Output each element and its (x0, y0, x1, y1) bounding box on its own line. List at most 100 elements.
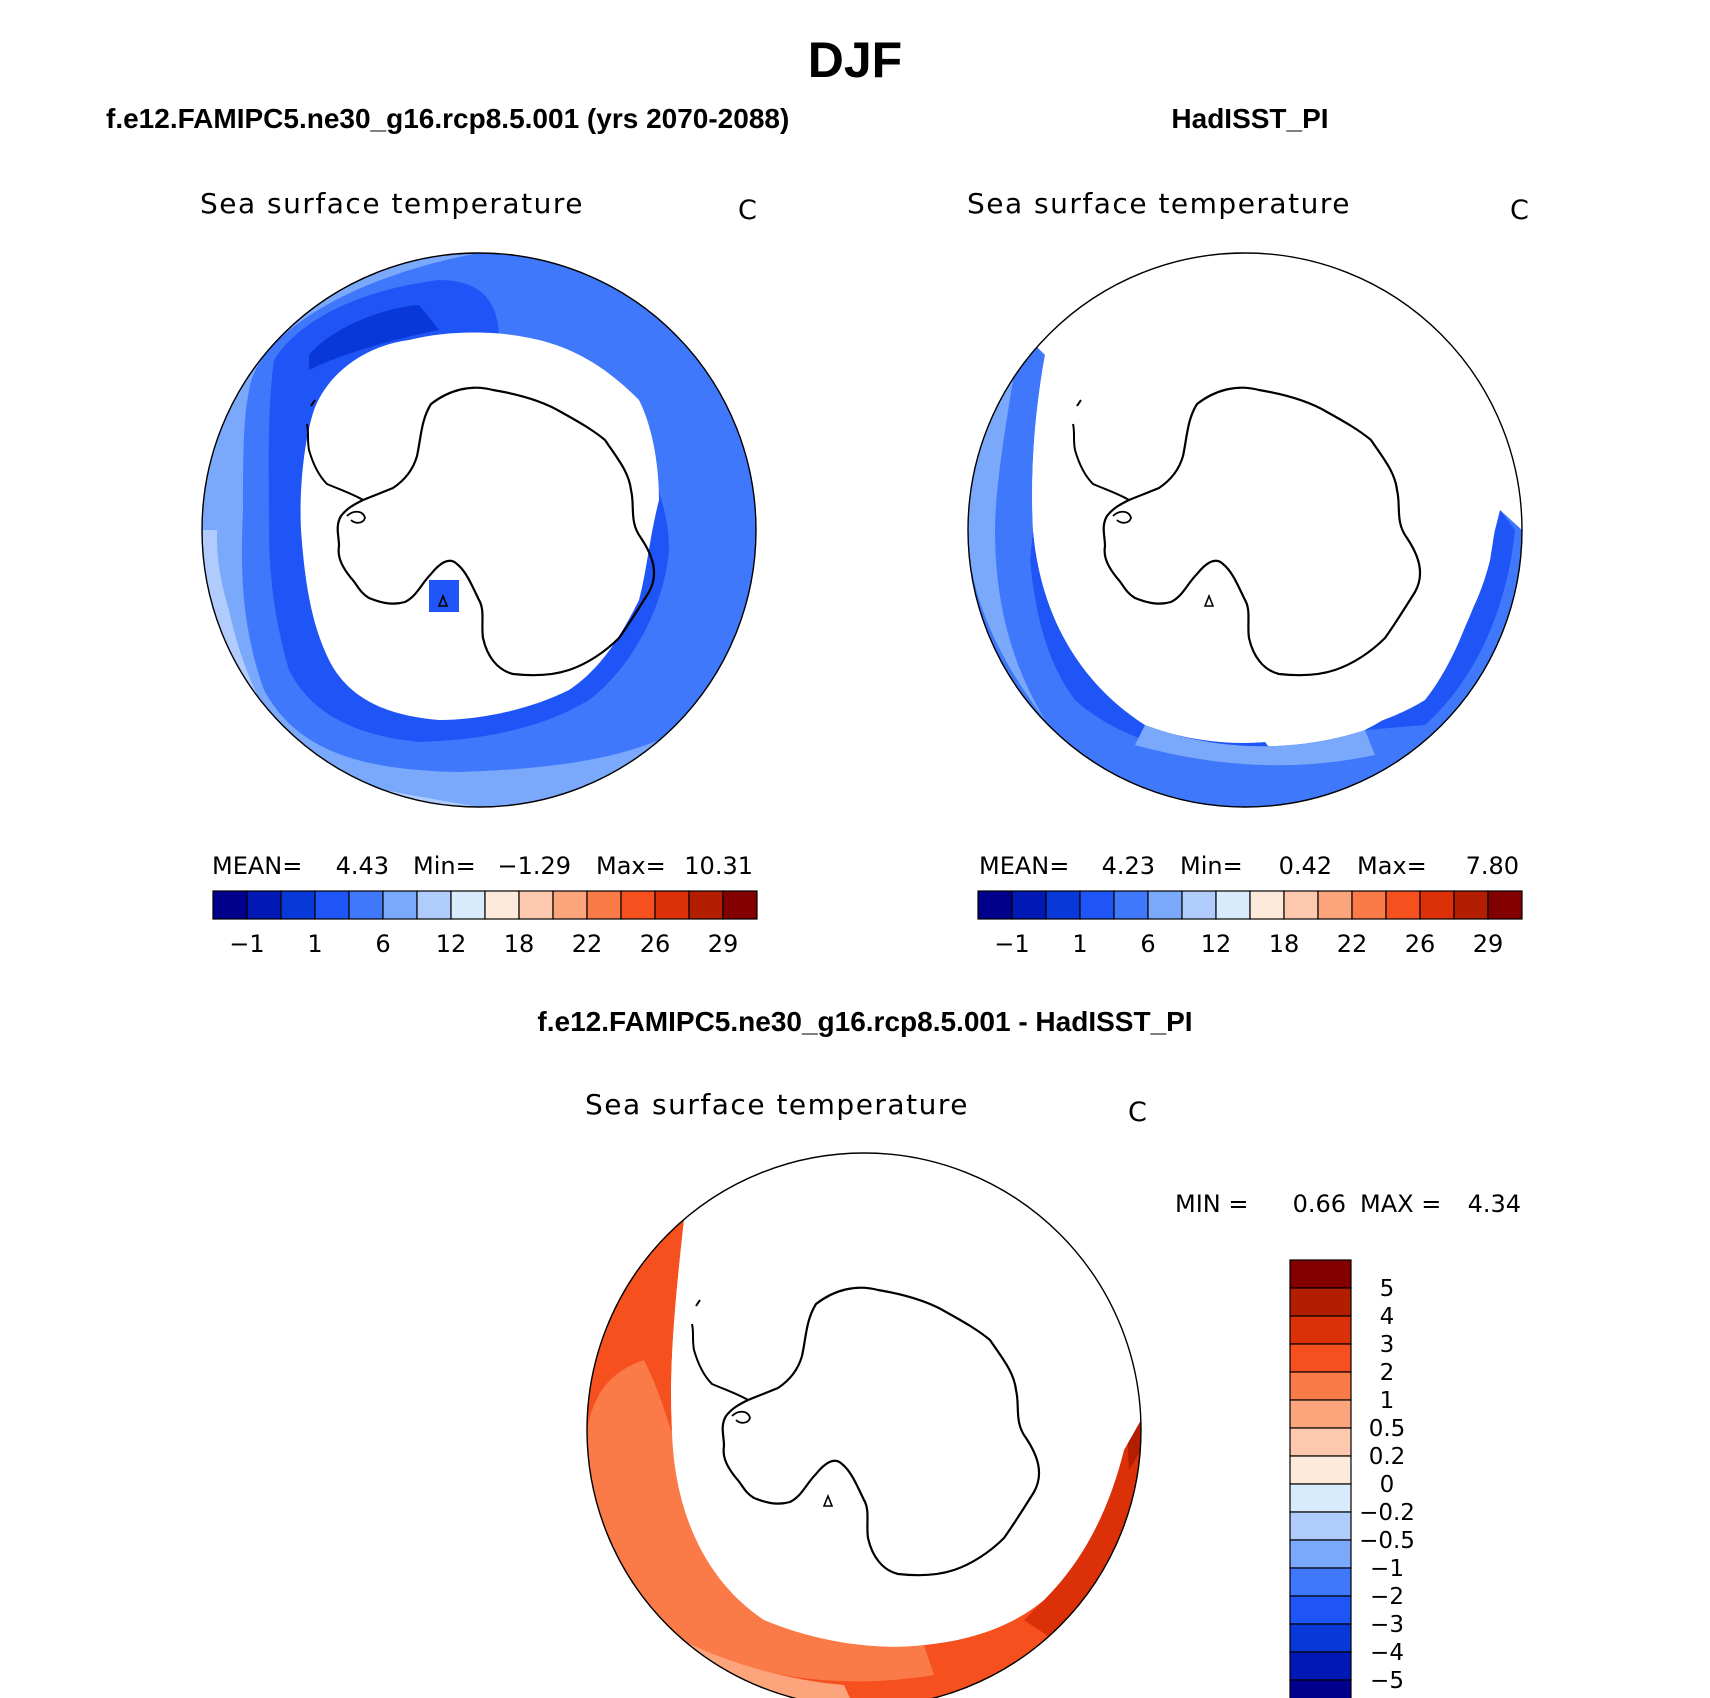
colorbar-tick-label: −1 (1370, 1556, 1404, 1582)
colorbar-swatch (1419, 890, 1455, 920)
panel-model: f.e12.FAMIPC5.ne30_g16.rcp8.5.001 (yrs 2… (106, 103, 789, 958)
sst-band-neg1-east (1365, 510, 1515, 730)
colorbar-swatch (416, 890, 452, 920)
units-label: C (1510, 195, 1529, 226)
stat-max-label: Max= (1357, 852, 1427, 880)
colorbar-tick-label: 1 (1380, 1388, 1395, 1414)
ross-sea-cell (429, 580, 459, 612)
colorbar-swatch (212, 890, 248, 920)
colorbar-swatch (722, 890, 758, 920)
colorbar-tick-label: −1 (229, 930, 264, 958)
colorbar-swatch (1487, 890, 1523, 920)
diff-band-2 (587, 1360, 934, 1682)
colorbar-swatch (1289, 1539, 1352, 1569)
stat-mean-label: MEAN= (212, 852, 302, 880)
stat-min-value: 0.42 (1279, 852, 1332, 880)
colorbar-tick-label: 0.2 (1369, 1444, 1406, 1470)
colorbar-swatch (1113, 890, 1149, 920)
colorbar-tick-label: −2 (1370, 1584, 1404, 1610)
colorbar-tick-label: 26 (1405, 930, 1436, 958)
colorbar-swatch (1011, 890, 1047, 920)
panel-heading: f.e12.FAMIPC5.ne30_g16.rcp8.5.001 - HadI… (537, 1006, 1192, 1037)
colorbar-swatch (1289, 1651, 1352, 1681)
colorbar-tick-label: 6 (375, 930, 390, 958)
variable-label: Sea surface temperature (585, 1088, 969, 1121)
variable-label: Sea surface temperature (200, 187, 584, 220)
colorbar-tick-label: 29 (708, 930, 739, 958)
map-boundary (967, 252, 1523, 808)
colorbar-swatch (1289, 1259, 1352, 1289)
units-label: C (1128, 1097, 1147, 1128)
colorbar-tick-label: 29 (1473, 930, 1504, 958)
stat-mean-value: 4.23 (1102, 852, 1155, 880)
map-obs-sst (967, 252, 1523, 808)
colorbar-swatch (1079, 890, 1115, 920)
stat-min-label: Min= (1180, 852, 1243, 880)
colorbar-swatch (280, 890, 316, 920)
colorbar-tick-label: 1 (1072, 930, 1087, 958)
colorbar-model-ticks: −1 1 6 12 18 22 26 29 (229, 930, 738, 958)
colorbar-tick-label: −5 (1370, 1668, 1404, 1694)
colorbar-obs (977, 890, 1523, 920)
colorbar-swatch (1147, 890, 1183, 920)
stat-max-value: 10.31 (684, 852, 753, 880)
colorbar-obs-ticks: −1 1 6 12 18 22 26 29 (994, 930, 1503, 958)
stat-max-label: MAX = (1360, 1190, 1441, 1218)
diff-band-1 (634, 1610, 854, 1698)
sst-band-1 (968, 335, 1522, 807)
figure-title: DJF (808, 32, 902, 88)
colorbar-swatch (1289, 1679, 1352, 1698)
colorbar-tick-label: 5 (1380, 1276, 1395, 1302)
map-boundary (201, 252, 757, 808)
colorbar-swatch (654, 890, 690, 920)
sst-band-min (309, 305, 439, 370)
colorbar-swatch (450, 890, 486, 920)
colorbar-tick-label: 2 (1380, 1360, 1395, 1386)
colorbar-swatch (314, 890, 350, 920)
colorbar-swatch (1181, 890, 1217, 920)
map-model-sst (201, 252, 757, 808)
sea-ice-region (300, 332, 659, 720)
stat-min-value: 0.66 (1293, 1190, 1346, 1218)
colorbar-tick-label: −3 (1370, 1612, 1404, 1638)
sea-ice-region (671, 1153, 1141, 1647)
panel-difference: f.e12.FAMIPC5.ne30_g16.rcp8.5.001 - HadI… (537, 1006, 1521, 1698)
colorbar-swatch (1289, 1567, 1352, 1597)
colorbar-swatch (620, 890, 656, 920)
map-difference-sst (586, 1152, 1142, 1698)
colorbar-swatch (1351, 890, 1387, 920)
sst-band-6-north (1135, 725, 1375, 766)
colorbar-swatch (1249, 890, 1285, 920)
colorbar-swatch (1289, 1315, 1352, 1345)
stat-max-label: Max= (596, 852, 666, 880)
stat-mean-value: 4.43 (336, 852, 389, 880)
colorbar-swatch (1453, 890, 1489, 920)
colorbar-tick-label: 18 (504, 930, 535, 958)
colorbar-difference (1289, 1259, 1352, 1698)
stat-min-value: −1.29 (497, 852, 571, 880)
variable-label: Sea surface temperature (967, 187, 1351, 220)
colorbar-tick-label: 4 (1380, 1304, 1395, 1330)
colorbar-swatch (1289, 1427, 1352, 1457)
colorbar-swatch (348, 890, 384, 920)
colorbar-tick-label: −4 (1370, 1640, 1404, 1666)
colorbar-tick-label: −1 (994, 930, 1029, 958)
colorbar-swatch (1283, 890, 1319, 920)
colorbar-swatch (484, 890, 520, 920)
colorbar-swatch (1289, 1595, 1352, 1625)
colorbar-swatch (1045, 890, 1081, 920)
panel-obs: HadISST_PI Sea surface temperature C MEA… (967, 103, 1529, 958)
colorbar-swatch (688, 890, 724, 920)
panel-heading: HadISST_PI (1171, 103, 1328, 134)
colorbar-swatch (1289, 1399, 1352, 1429)
stat-min-label: MIN = (1175, 1190, 1248, 1218)
colorbar-swatch (1289, 1623, 1352, 1653)
colorbar-swatch (1317, 890, 1353, 920)
stat-max-value: 7.80 (1466, 852, 1519, 880)
colorbar-swatch (1289, 1371, 1352, 1401)
colorbar-swatch (1289, 1455, 1352, 1485)
colorbar-swatch (1215, 890, 1251, 920)
colorbar-swatch (382, 890, 418, 920)
map-boundary (586, 1152, 1142, 1698)
